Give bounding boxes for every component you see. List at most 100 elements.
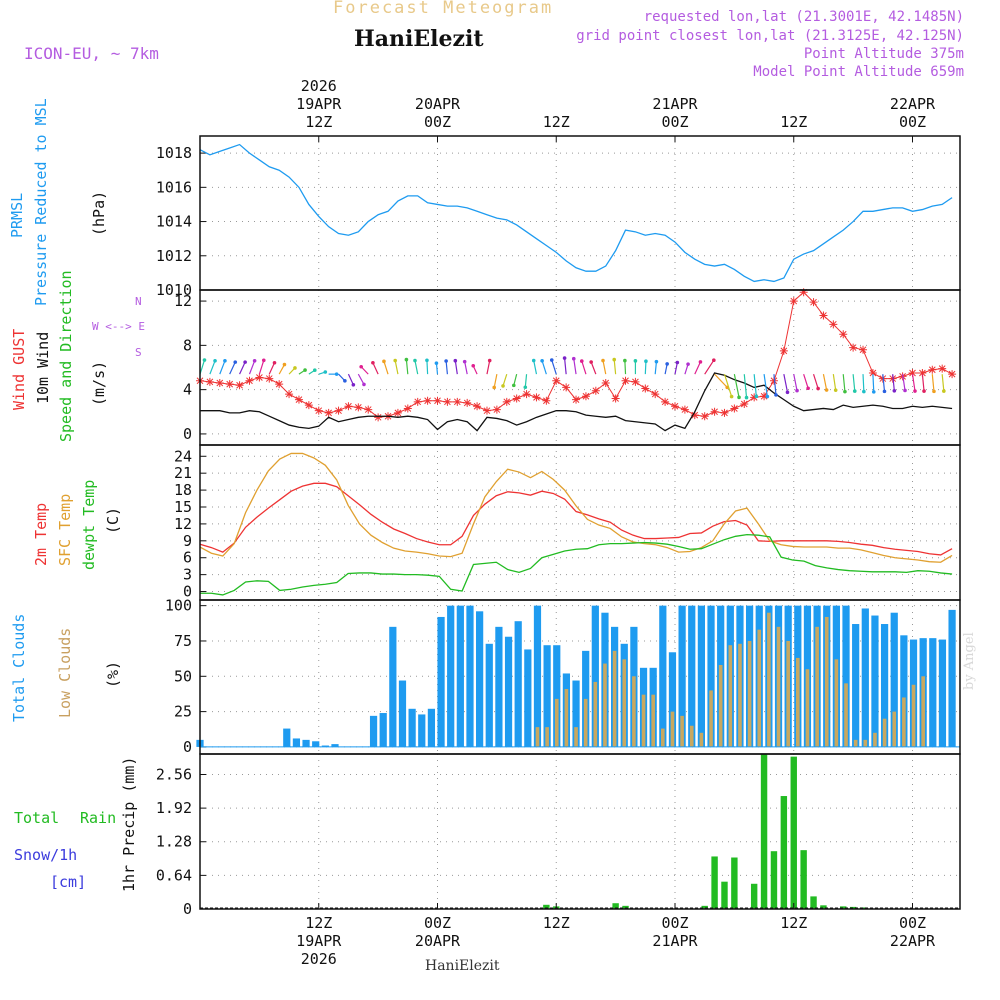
wind-direction-arrow (524, 374, 528, 388)
wind-arrow-head (913, 389, 917, 393)
total-cloud-bar (668, 652, 677, 747)
wind-direction-arrow (704, 359, 715, 375)
time-label-date-top: 19APR (296, 95, 342, 113)
location-title: HaniElezit (354, 26, 484, 52)
gust-marker (294, 395, 303, 404)
wind-arrow-head (413, 358, 417, 363)
temp-2m-line (199, 482, 953, 556)
gust-marker (502, 397, 511, 406)
low-cloud-bar (728, 645, 733, 747)
rain-bar (780, 796, 788, 909)
wind-direction-arrow (822, 374, 828, 391)
wind-direction-arrow (842, 374, 846, 392)
low-cloud-bar (902, 697, 906, 747)
low-cloud-bar (873, 732, 877, 747)
wind-arrow-head (765, 394, 770, 399)
rain-bar (731, 857, 738, 909)
total-cloud-bar (707, 605, 715, 747)
low-cloud-bar (661, 728, 665, 747)
wind-direction-arrow (644, 361, 647, 375)
wind-direction-arrow (219, 360, 226, 375)
gust-marker (829, 320, 838, 329)
gust-marker (532, 393, 541, 402)
wind-arrow-head (903, 388, 907, 393)
y-tick-label: 0 (183, 583, 192, 601)
wind-arrow-head (824, 388, 829, 392)
gust-marker (393, 408, 402, 417)
wind-arrow-head (303, 368, 307, 372)
total-cloud-bar (861, 608, 869, 747)
low-cloud-bar (786, 640, 790, 747)
wind-direction-arrow (464, 361, 468, 375)
gust-marker (760, 392, 769, 401)
total-cloud-bar (476, 611, 484, 747)
rain-bar (711, 856, 718, 909)
gust-marker (245, 376, 254, 385)
time-label-hour-top: 12Z (305, 113, 332, 131)
panel-frame (199, 444, 961, 601)
time-label-date-top: 21APR (652, 95, 698, 113)
total-cloud-bar (369, 715, 378, 747)
gust-marker (661, 397, 670, 406)
time-label-hour-bottom: 00Z (899, 914, 926, 932)
gust-marker (562, 383, 571, 392)
total-cloud-bar (456, 605, 464, 747)
wind-arrow-head (612, 357, 617, 362)
temp-label: 2m Temp (32, 502, 50, 566)
low-cloud-bar (554, 698, 559, 747)
wind-arrow-head (737, 395, 741, 400)
rain-bar (721, 881, 728, 909)
wind-arrow-head (774, 393, 778, 397)
wind-direction-arrow (268, 362, 276, 375)
wind-arrow-head (729, 394, 734, 399)
wind-direction-arrow (258, 360, 265, 375)
wind-direction-arrow (862, 374, 865, 392)
wind-arrow-head (233, 360, 238, 364)
time-label-date-top: 22APR (890, 95, 936, 113)
wind-arrow-head (712, 358, 716, 362)
panel-frame (199, 753, 961, 910)
low-cloud-bar (738, 643, 742, 747)
low-cloud-bar (603, 663, 607, 747)
wind-direction-arrow (551, 359, 557, 375)
total-cloud-bar (418, 714, 426, 747)
wind-arrow-head (272, 361, 277, 365)
total-cloud-bar (504, 636, 513, 747)
total-cloud-bar (447, 605, 455, 747)
wind-arrow-head (571, 356, 576, 361)
time-label-hour-top: 12Z (780, 113, 807, 131)
low-cloud-bar (844, 683, 848, 747)
pressure-unit: (hPa) (90, 190, 108, 236)
wind-arrow-head (531, 358, 536, 363)
wind-direction-arrow (872, 374, 875, 392)
wind-arrow-head (549, 358, 554, 362)
precip-unit: 1hr Precip (mm) (120, 756, 138, 892)
total-cloud-bar (852, 624, 860, 747)
y-tick-label: 8 (183, 336, 192, 354)
total-cloud-bar (524, 649, 532, 747)
y-tick-label: 24 (174, 447, 192, 465)
wind-direction-arrow (921, 374, 925, 392)
wind-direction-arrow (803, 373, 809, 389)
low-cloud-bar (853, 739, 858, 747)
total-cloud-bar (398, 680, 407, 747)
low-cloud-bar (689, 725, 694, 747)
gust-marker (512, 394, 521, 403)
y-tick-label: 15 (174, 498, 192, 516)
total-cloud-bar (871, 615, 879, 747)
time-label-hour-top: 00Z (661, 113, 688, 131)
panel-frame (199, 135, 961, 291)
gust-marker (601, 379, 610, 387)
y-tick-label: 1012 (156, 247, 192, 265)
wind-arrow-head (882, 389, 887, 394)
total-cloud-bar (379, 713, 387, 747)
y-tick-label: 50 (174, 667, 192, 685)
wind-arrow-head (434, 361, 439, 365)
wind-direction-arrow (931, 374, 935, 392)
low-cloud-bar (680, 715, 684, 747)
low-cloud-bar (545, 727, 549, 747)
wind-arrow-head (623, 358, 627, 363)
y-tick-label: 6 (183, 549, 192, 567)
wind-arrow-head (453, 358, 458, 363)
low-cloud-bar (882, 718, 887, 747)
